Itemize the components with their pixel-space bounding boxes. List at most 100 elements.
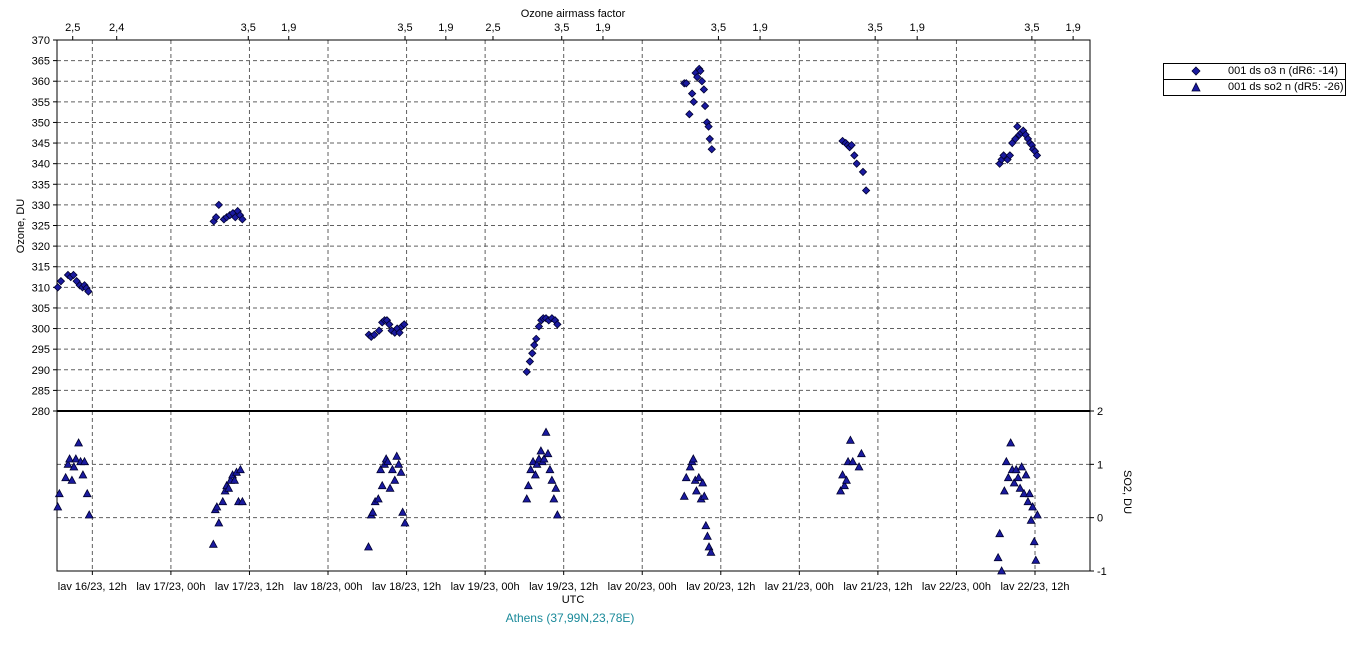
ozone-tick-label: 335 <box>32 179 50 191</box>
so2-point <box>1019 488 1029 498</box>
x-tick-label: lav 17/23, 12h <box>215 581 284 593</box>
ozone-point <box>700 101 710 111</box>
so2-point <box>679 491 689 500</box>
ozone-point <box>84 287 93 296</box>
ozone-tick-label: 300 <box>32 324 50 336</box>
ozone-point <box>1005 151 1015 160</box>
ozone-tick-label: 330 <box>32 200 50 212</box>
ozone-point <box>69 270 78 280</box>
x-tick-label: lav 18/23, 00h <box>293 581 362 593</box>
so2-point <box>698 478 708 487</box>
ozone-point <box>553 320 562 329</box>
so2-point <box>61 472 71 482</box>
top-tick-label: 3,5 <box>1024 22 1039 34</box>
so2-point <box>539 454 549 463</box>
so2-point <box>999 486 1009 495</box>
so2-point <box>54 488 64 498</box>
ozone-point <box>705 134 714 144</box>
so2-point <box>699 491 709 500</box>
so2-point <box>838 470 848 479</box>
so2-point <box>400 518 410 527</box>
ozone-tick-label: 310 <box>32 282 50 294</box>
so2-point <box>82 488 92 498</box>
ozone-point <box>850 151 859 160</box>
top-axis-title: Ozone airmass factor <box>521 8 626 20</box>
x-tick-label: lav 21/23, 00h <box>765 581 834 593</box>
legend-label-so2: 001 ds so2 n (dR5: -26) <box>1228 81 1344 93</box>
ozone-point <box>214 200 223 210</box>
so2-point <box>235 464 245 474</box>
ozone-point <box>532 334 541 344</box>
ozone-point <box>699 85 709 94</box>
data-points <box>53 64 1042 575</box>
so2-point <box>1009 478 1019 487</box>
ozone-point <box>374 326 384 335</box>
so2-point <box>842 475 851 484</box>
ozone-tick-label: 325 <box>32 221 50 233</box>
top-tick-label: 3,5 <box>241 22 256 34</box>
ozone-point <box>385 320 394 329</box>
so2-point <box>523 480 533 490</box>
so2-point <box>65 454 75 463</box>
so2-point <box>681 472 691 482</box>
top-tick-label: 3,5 <box>554 22 569 34</box>
top-tick-label: 1,9 <box>438 22 453 34</box>
ozone-point <box>696 66 705 76</box>
x-tick-label: lav 16/23, 12h <box>58 581 127 593</box>
so2-point <box>522 494 532 503</box>
ozone-tick-label: 360 <box>32 76 50 88</box>
top-tick-label: 1,9 <box>595 22 610 34</box>
so2-point <box>1015 483 1025 492</box>
so2-point <box>396 467 406 476</box>
so2-point <box>528 456 538 466</box>
x-tick-label: lav 20/23, 00h <box>608 581 677 593</box>
top-tick-label: 2,4 <box>109 22 124 34</box>
so2-point <box>383 456 393 466</box>
ozone-point <box>685 110 694 119</box>
ozone-tick-label: 315 <box>32 262 50 274</box>
ozone-point <box>707 145 716 154</box>
so2-point <box>995 528 1005 538</box>
so2-point <box>387 464 397 474</box>
so2-point <box>1029 536 1039 546</box>
so2-point <box>212 502 222 511</box>
top-tick-label: 1,9 <box>910 22 925 34</box>
ozone-point <box>861 186 871 195</box>
top-tick-label: 3,5 <box>868 22 883 34</box>
top-tick-label: 3,5 <box>711 22 726 34</box>
ozone-point <box>704 122 713 131</box>
ozone-point <box>1011 134 1020 144</box>
so2-point <box>688 454 698 463</box>
x-tick-label: lav 18/23, 12h <box>372 581 441 593</box>
so2-point <box>536 446 546 455</box>
ozone-point <box>395 328 404 337</box>
legend-label-o3: 001 ds o3 n (dR6: -14) <box>1228 65 1339 77</box>
so2-point <box>373 494 383 503</box>
top-tick-label: 1,9 <box>752 22 767 34</box>
x-tick-label: lav 22/23, 12h <box>1000 581 1069 593</box>
so2-point <box>53 502 63 511</box>
so2-tick-label: -1 <box>1097 566 1107 578</box>
so2-point <box>218 496 228 506</box>
ozone-point <box>847 140 856 150</box>
so2-point <box>691 486 701 495</box>
so2-point <box>80 456 89 466</box>
so2-point <box>84 510 94 519</box>
so2-tick-label: 1 <box>1097 459 1103 471</box>
so2-point <box>1003 472 1013 482</box>
ozone-point <box>53 283 62 292</box>
so2-point <box>394 459 404 468</box>
so2-point <box>1021 470 1031 479</box>
ozone-point <box>858 167 868 177</box>
ozone-point <box>682 79 691 88</box>
so2-point <box>377 480 387 490</box>
ozone-tick-label: 305 <box>32 303 50 315</box>
so2-point <box>63 459 73 468</box>
so2-point <box>526 464 536 474</box>
so2-point <box>1031 555 1041 564</box>
ozone-point <box>534 322 544 331</box>
ozone-point <box>528 349 537 358</box>
ozone-point <box>400 320 409 329</box>
ozone-tick-label: 355 <box>32 97 50 109</box>
